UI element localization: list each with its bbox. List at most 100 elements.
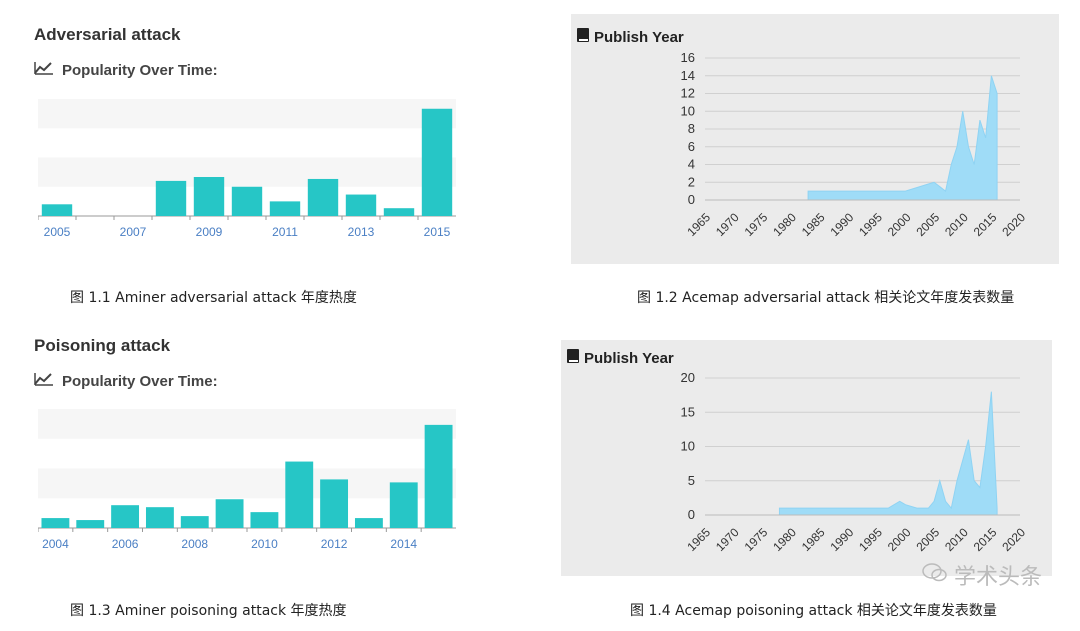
panel3-x-tick-label: 2008 xyxy=(181,537,208,551)
panel1-bar-2015 xyxy=(421,108,453,216)
panel4-y-tick-label: 15 xyxy=(681,404,695,419)
panel3-x-tick-label: 2014 xyxy=(390,537,417,551)
panel2-x-tick-label: 1975 xyxy=(742,210,771,239)
panel4-x-tick-label: 1985 xyxy=(799,525,828,554)
panel4-x-tick-label: 1995 xyxy=(856,525,885,554)
panel1-x-tick-label: 2013 xyxy=(348,225,375,239)
panel2-x-tick-label: 1990 xyxy=(828,210,857,239)
panel2-x-tick-label: 2005 xyxy=(913,210,942,239)
panel2-area-chart: 0 2 4 6 8 10 12 14 16 1965 1970 1975 1980 1985 1990 199… xyxy=(681,50,1029,239)
panel2-y-tick-label: 4 xyxy=(688,157,695,172)
panel1-bar-2013 xyxy=(345,194,377,216)
panel4-y-tick-label: 20 xyxy=(681,370,695,385)
panel2-box-title-label: Publish Year xyxy=(594,28,684,46)
panel1-bar-2014 xyxy=(383,208,415,216)
panel4-caption: 图 1.4 Acemap poisoning attack 相关论文年度发表数量 xyxy=(630,603,997,619)
panel3-bar-chart: 2004 2006 2008 2010 2012 2014 xyxy=(38,409,456,551)
panel2-y-tick-label: 16 xyxy=(681,50,695,65)
book-icon xyxy=(566,348,580,368)
panel3-bar-2004 xyxy=(41,518,70,528)
panel2-x-tick-label: 2000 xyxy=(885,210,914,239)
panel1-bar-2012 xyxy=(307,178,339,216)
panel4-y-tick-label: 5 xyxy=(688,473,695,488)
panel3-subheading-label: Popularity Over Time: xyxy=(62,372,218,390)
panel4-x-tick-label: 2015 xyxy=(971,525,1000,554)
watermark: 学术头条 xyxy=(922,559,1042,591)
panel4-box-title: Publish Year xyxy=(566,348,674,368)
panel4-y-tick-label: 0 xyxy=(688,507,695,522)
panel3-bar-2015 xyxy=(424,424,453,528)
panel3-bar-2011 xyxy=(285,461,314,528)
panel2-x-tick-label: 2015 xyxy=(971,210,1000,239)
panel4-area-chart: 0 5 10 15 20 1965 1970 1975 1980 1985 1990 1995 2000… xyxy=(681,370,1029,554)
panel2-box-title: Publish Year xyxy=(576,27,684,47)
panel2-caption: 图 1.2 Acemap adversarial attack 相关论文年度发表… xyxy=(637,290,1015,306)
panel3-bar-2012 xyxy=(320,479,349,528)
panel4-y-tick-label: 10 xyxy=(681,439,695,454)
wechat-icon xyxy=(922,562,948,588)
panel3-grid-band xyxy=(38,468,456,499)
panel4-area-series xyxy=(778,391,998,516)
panel2-y-tick-label: 0 xyxy=(688,192,695,207)
panel2-y-tick-label: 10 xyxy=(681,103,695,118)
panel3-x-tick-label: 2012 xyxy=(321,537,348,551)
panel1-x-tick-label: 2007 xyxy=(120,225,147,239)
panel3-bar-2006 xyxy=(111,505,140,528)
panel2-y-tick-label: 8 xyxy=(688,121,695,136)
panel3-bar-2008 xyxy=(180,516,209,528)
panel2-y-tick-label: 6 xyxy=(688,139,695,154)
panel4-x-tick-label: 1980 xyxy=(770,525,799,554)
panel2-y-tick-label: 14 xyxy=(681,68,695,83)
panel2-y-tick-label: 12 xyxy=(681,86,695,101)
panel1-bar-2008 xyxy=(155,180,187,216)
panel3-caption: 图 1.3 Aminer poisoning attack 年度热度 xyxy=(70,603,347,619)
panel4-x-tick-label: 1965 xyxy=(684,525,713,554)
panel1-bar-chart: 2005 2007 2009 2011 2013 2015 xyxy=(38,99,456,239)
panel4-x-tick-label: 1990 xyxy=(828,525,857,554)
panel4-x-tick-label: 1975 xyxy=(742,525,771,554)
panel3-bar-2014 xyxy=(389,482,418,528)
panel1-bar-2010 xyxy=(231,186,263,216)
panel2-x-tick-label: 1985 xyxy=(799,210,828,239)
trend-chart-icon xyxy=(34,372,54,390)
panel1-grid-band xyxy=(38,157,456,187)
panel3-bar-2009 xyxy=(215,499,244,528)
panel2-y-tick-label: 2 xyxy=(688,174,695,189)
panel3-bar-2013 xyxy=(354,518,383,528)
panel3-subheading: Popularity Over Time: xyxy=(34,372,218,390)
panel4-x-tick-label: 2010 xyxy=(942,525,971,554)
panel1-subheading: Popularity Over Time: xyxy=(34,61,218,79)
panel1-x-tick-label: 2009 xyxy=(196,225,223,239)
panel1-grid-band xyxy=(38,99,456,129)
panel4-x-tick-label: 2020 xyxy=(999,525,1028,554)
panel3-bar-2007 xyxy=(145,507,174,528)
watermark-text: 学术头条 xyxy=(953,565,1042,590)
panel3-x-tick-label: 2006 xyxy=(112,537,139,551)
panel3-bar-2010 xyxy=(250,512,279,528)
panel3-grid-band xyxy=(38,409,456,439)
panel3-heading: Poisoning attack xyxy=(34,336,171,355)
panel2-x-tick-label: 2020 xyxy=(999,210,1028,239)
panel4-box-title-label: Publish Year xyxy=(584,349,674,367)
panel1-x-tick-label: 2011 xyxy=(272,225,298,239)
panel1-bar-2011 xyxy=(269,201,301,216)
panel4-x-tick-label: 2005 xyxy=(913,525,942,554)
panel1-subheading-label: Popularity Over Time: xyxy=(62,61,218,79)
panel2-x-tick-label: 1995 xyxy=(856,210,885,239)
panel2-x-tick-label: 1970 xyxy=(713,210,742,239)
panel1-bar-2005 xyxy=(41,204,73,216)
panel1-x-tick-label: 2015 xyxy=(424,225,451,239)
panel2-area-series xyxy=(807,75,998,201)
panel4-x-tick-label: 1970 xyxy=(713,525,742,554)
panel2-x-tick-label: 1980 xyxy=(770,210,799,239)
panel1-bar-2009 xyxy=(193,177,225,216)
panel3-bar-2005 xyxy=(76,520,105,528)
trend-chart-icon xyxy=(34,61,54,79)
panel3-x-tick-label: 2010 xyxy=(251,537,278,551)
panel2-x-tick-label: 2010 xyxy=(942,210,971,239)
panel1-x-tick-label: 2005 xyxy=(44,225,71,239)
panel4-x-tick-label: 2000 xyxy=(885,525,914,554)
panel3-x-tick-label: 2004 xyxy=(42,537,69,551)
panel1-heading: Adversarial attack xyxy=(34,25,181,44)
panel1-caption: 图 1.1 Aminer adversarial attack 年度热度 xyxy=(70,290,357,306)
